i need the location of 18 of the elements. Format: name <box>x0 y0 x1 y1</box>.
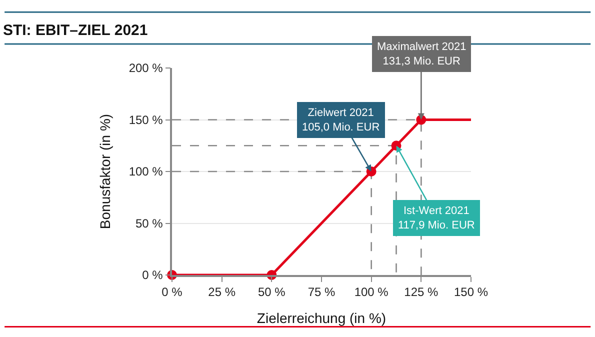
y-tick-label: 150 % <box>128 112 164 127</box>
annotation: Maximalwert 2021 131,3 Mio. EUR <box>377 41 466 68</box>
y-tick-label: 100 % <box>128 164 164 179</box>
x-tick-label: 100 % <box>354 285 389 300</box>
chart-title: STI: EBIT–ZIEL 2021 <box>2 22 148 40</box>
x-tick-label: 125 % <box>404 285 439 300</box>
x-tick-label: 25 % <box>208 285 236 300</box>
x-tick-label: 150 % <box>454 285 488 300</box>
x-tick-label: 0 % <box>162 285 183 300</box>
annotation: Zielwert 2021 105,0 Mio. EUR <box>302 107 380 134</box>
y-tick-label: 50 % <box>135 216 164 230</box>
y-tick-label: 0 % <box>142 268 164 282</box>
x-tick-label: 50 % <box>258 285 286 300</box>
x-tick-label: 75 % <box>308 285 336 300</box>
y-axis-title: Bonusfaktor (in %) <box>96 114 113 230</box>
y-tick-label: 200 % <box>128 61 164 76</box>
x-axis-title: Zielerreichung (in %) <box>256 310 386 326</box>
annotation: Ist-Wert 2021 117,9 Mio. EUR <box>398 205 475 232</box>
